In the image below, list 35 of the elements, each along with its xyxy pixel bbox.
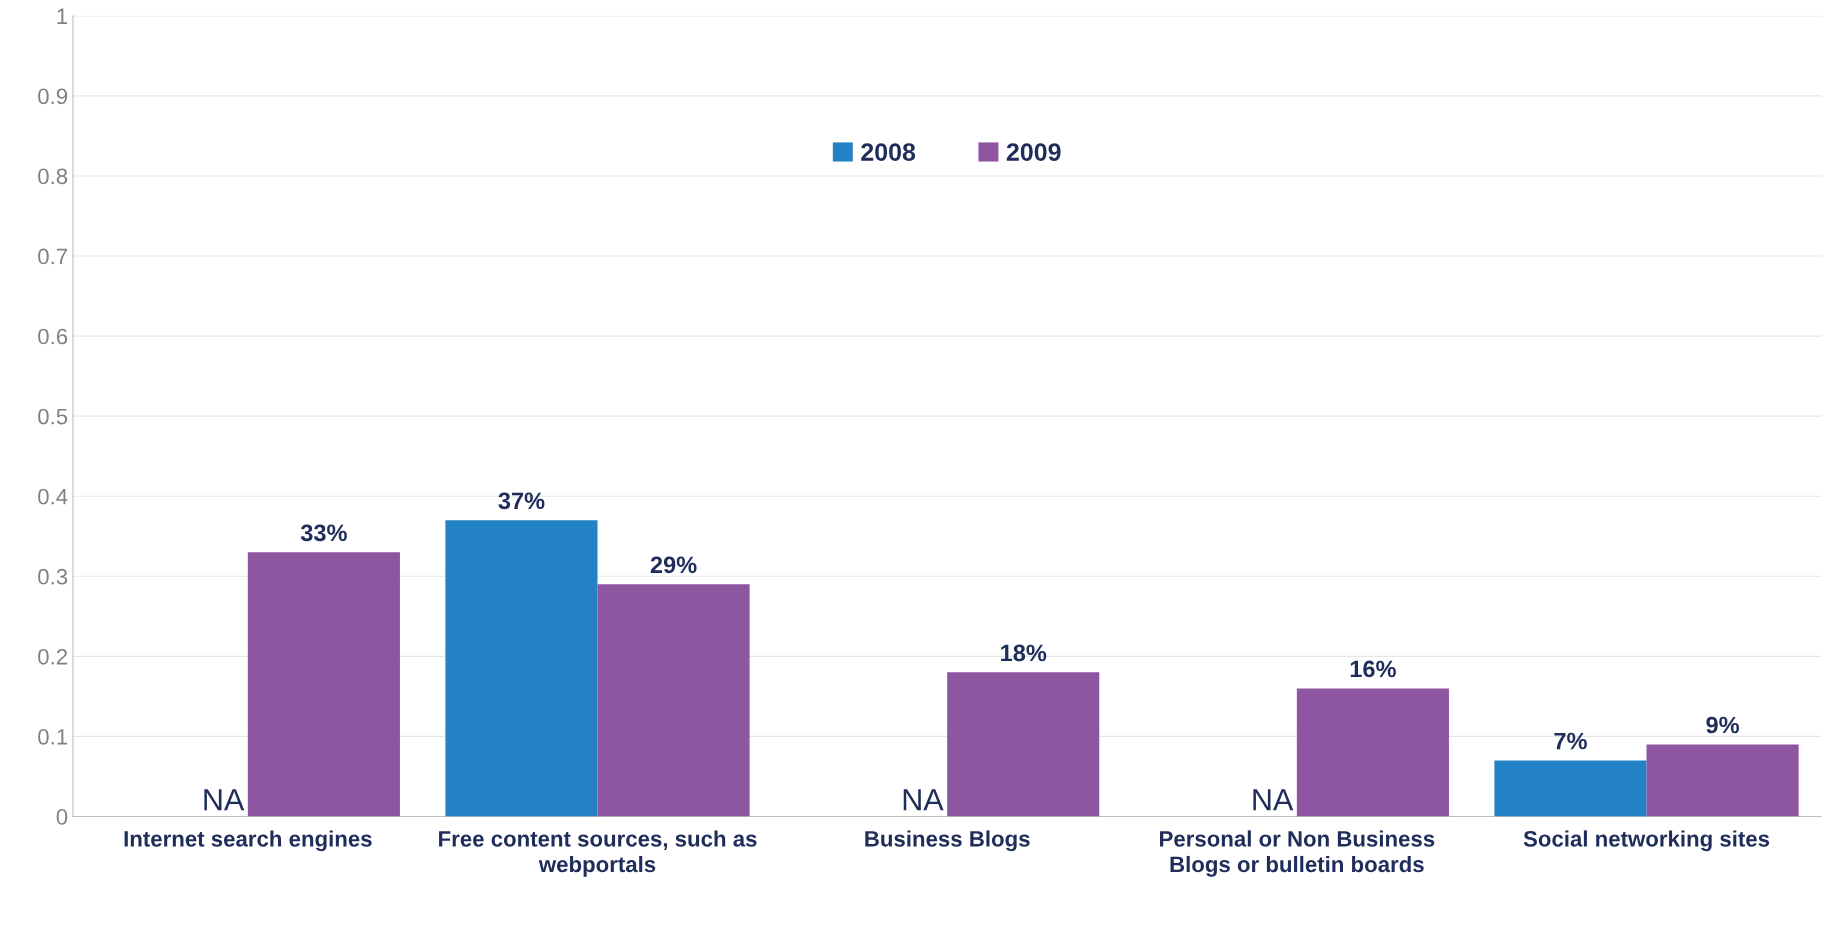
- x-tick-label: Social networking sites: [1523, 830, 1770, 852]
- y-tick-label: 0.3: [38, 568, 68, 585]
- y-tick-label: 0.4: [38, 488, 68, 505]
- x-tick-label: Internet search engines: [124, 830, 372, 852]
- bar: [947, 672, 1100, 817]
- y-tick-label: 0.6: [38, 328, 68, 345]
- data-label: 16%: [1350, 660, 1396, 678]
- text: NA: [1253, 789, 1294, 811]
- x-tick-label: Free content sources, such as webportals: [439, 830, 757, 877]
- legend-label: 2008: [861, 143, 916, 161]
- y-tick-label: 0.5: [38, 408, 68, 425]
- text: NA: [204, 789, 245, 811]
- bar: [1296, 688, 1449, 817]
- y-tick-label: 1: [57, 8, 68, 24]
- bar: [445, 520, 598, 817]
- data-label: 37%: [498, 492, 545, 510]
- bar: [247, 552, 400, 817]
- data-label: 29%: [650, 556, 697, 574]
- data-label: 18%: [1001, 644, 1047, 662]
- bar: [1646, 744, 1799, 817]
- data-label: 7%: [1554, 732, 1587, 750]
- x-tick-label: Business Blogs: [865, 830, 1030, 852]
- text: NA: [903, 789, 944, 811]
- data-label: 33%: [300, 524, 347, 542]
- y-tick-label: 0.7: [38, 248, 68, 265]
- bar: [597, 584, 750, 817]
- y-tick-label: 0.1: [38, 728, 68, 745]
- bar: [1494, 760, 1647, 817]
- y-tick-label: 0: [56, 809, 68, 825]
- x-tick-label: Personal or Non Business Blogs or bulletin boards: [1160, 830, 1435, 877]
- data-label: 9%: [1706, 716, 1740, 734]
- y-tick-label: 0.9: [38, 88, 68, 105]
- y-tick-label: 0.2: [38, 648, 68, 665]
- legend-label: 2009: [1006, 143, 1061, 161]
- y-tick-label: 0.8: [38, 168, 68, 185]
